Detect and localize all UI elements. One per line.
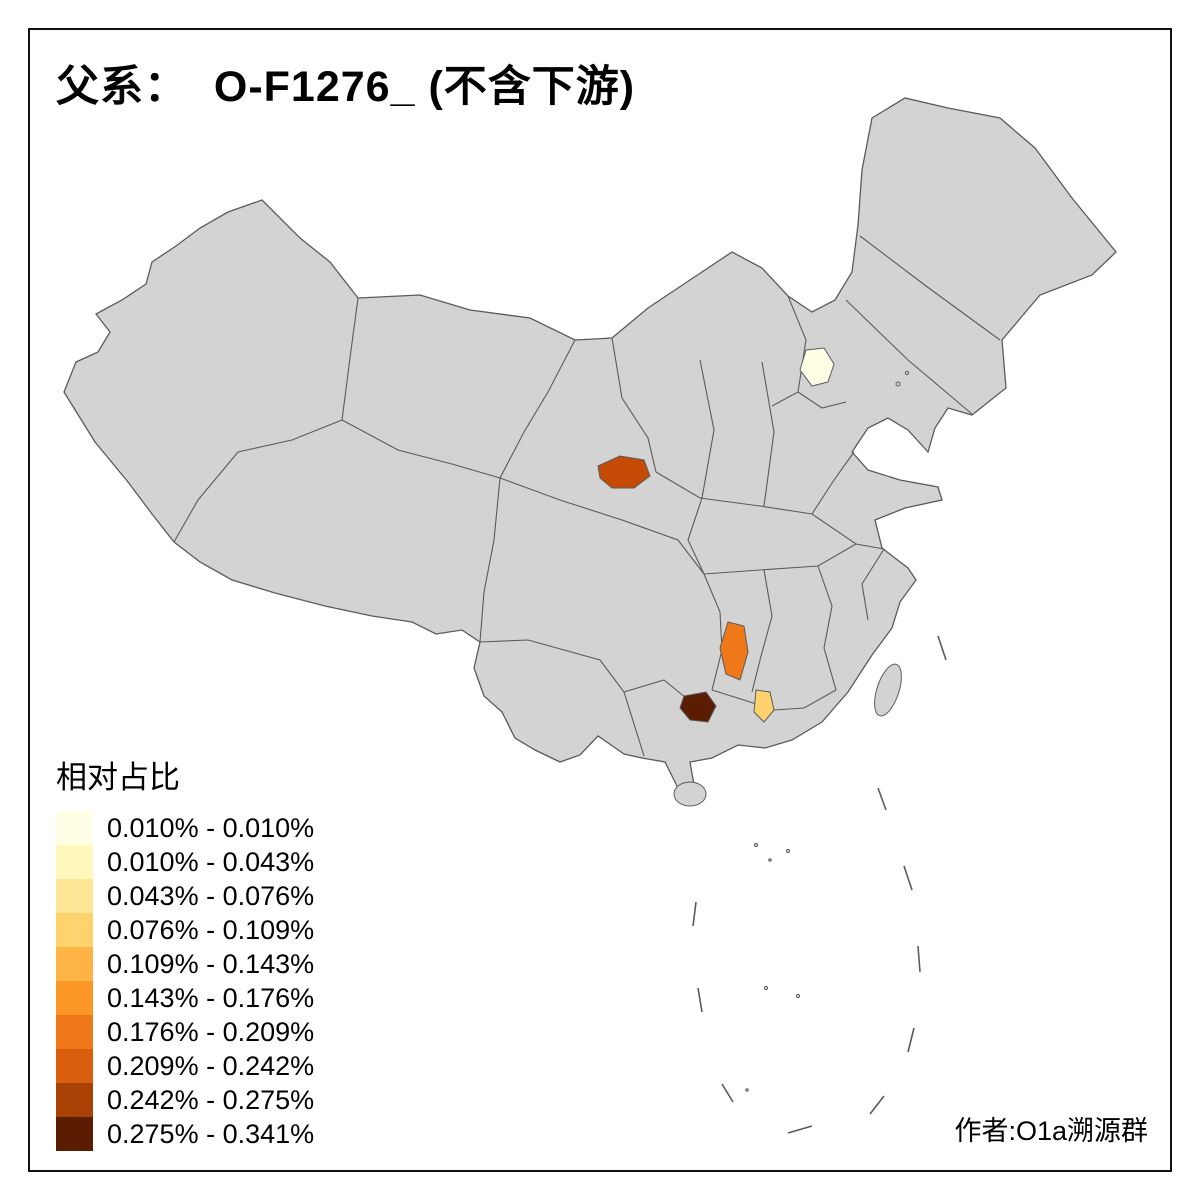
legend-swatch	[56, 1015, 93, 1049]
legend-item: 0.010% - 0.043%	[56, 845, 314, 879]
legend-item: 0.209% - 0.242%	[56, 1049, 314, 1083]
coastal-islet	[904, 370, 910, 376]
legend-label: 0.010% - 0.043%	[107, 846, 315, 877]
legend-item: 0.010% - 0.010%	[56, 811, 314, 845]
map-highlight-beijing-area	[799, 347, 835, 387]
legend-label: 0.176% - 0.209%	[107, 1016, 315, 1047]
legend-swatch	[56, 981, 93, 1015]
legend-label: 0.076% - 0.109%	[107, 914, 315, 945]
legend-swatch	[56, 1083, 93, 1117]
legend-swatch	[56, 1117, 93, 1151]
map-highlight-gansu-area	[597, 455, 651, 489]
legend-label: 0.010% - 0.010%	[107, 812, 315, 843]
taiwan-island	[874, 663, 902, 717]
legend-swatch	[56, 845, 93, 879]
hainan-island	[673, 781, 707, 807]
legend-swatch	[56, 811, 93, 845]
legend-swatch	[56, 913, 93, 947]
legend-label: 0.275% - 0.341%	[107, 1118, 315, 1149]
legend-item: 0.043% - 0.076%	[56, 879, 314, 913]
legend-item: 0.242% - 0.275%	[56, 1083, 314, 1117]
map-highlight-guangdong-area	[753, 689, 775, 723]
map-layers	[63, 97, 1117, 1134]
legend-label: 0.209% - 0.242%	[107, 1050, 315, 1081]
legend: 相对占比 0.010% - 0.010% 0.010% - 0.043% 0.0…	[56, 752, 314, 1151]
legend-label: 0.109% - 0.143%	[107, 948, 315, 979]
page-title: 父系： O-F1276_ (不含下游)	[56, 63, 636, 111]
legend-swatch	[56, 947, 93, 981]
legend-item: 0.076% - 0.109%	[56, 913, 314, 947]
china-mainland-outline	[63, 97, 1117, 789]
legend-item: 0.143% - 0.176%	[56, 981, 314, 1015]
legend-swatch	[56, 1049, 93, 1083]
legend-item: 0.176% - 0.209%	[56, 1015, 314, 1049]
province-borders	[173, 235, 1001, 757]
nine-dash-line	[692, 635, 947, 1134]
legend-label: 0.242% - 0.275%	[107, 1084, 315, 1115]
legend-swatch	[56, 879, 93, 913]
map-highlight-west-hunan-area	[719, 621, 749, 681]
legend-item: 0.109% - 0.143%	[56, 947, 314, 981]
map-highlight-guangxi-area	[679, 691, 717, 723]
legend-label: 0.143% - 0.176%	[107, 982, 315, 1013]
coastal-islet	[895, 381, 901, 387]
author-credit: 作者:O1a溯源群	[954, 1116, 1148, 1146]
legend-label: 0.043% - 0.076%	[107, 880, 315, 911]
legend-item: 0.275% - 0.341%	[56, 1117, 314, 1151]
legend-title: 相对占比	[56, 760, 180, 795]
